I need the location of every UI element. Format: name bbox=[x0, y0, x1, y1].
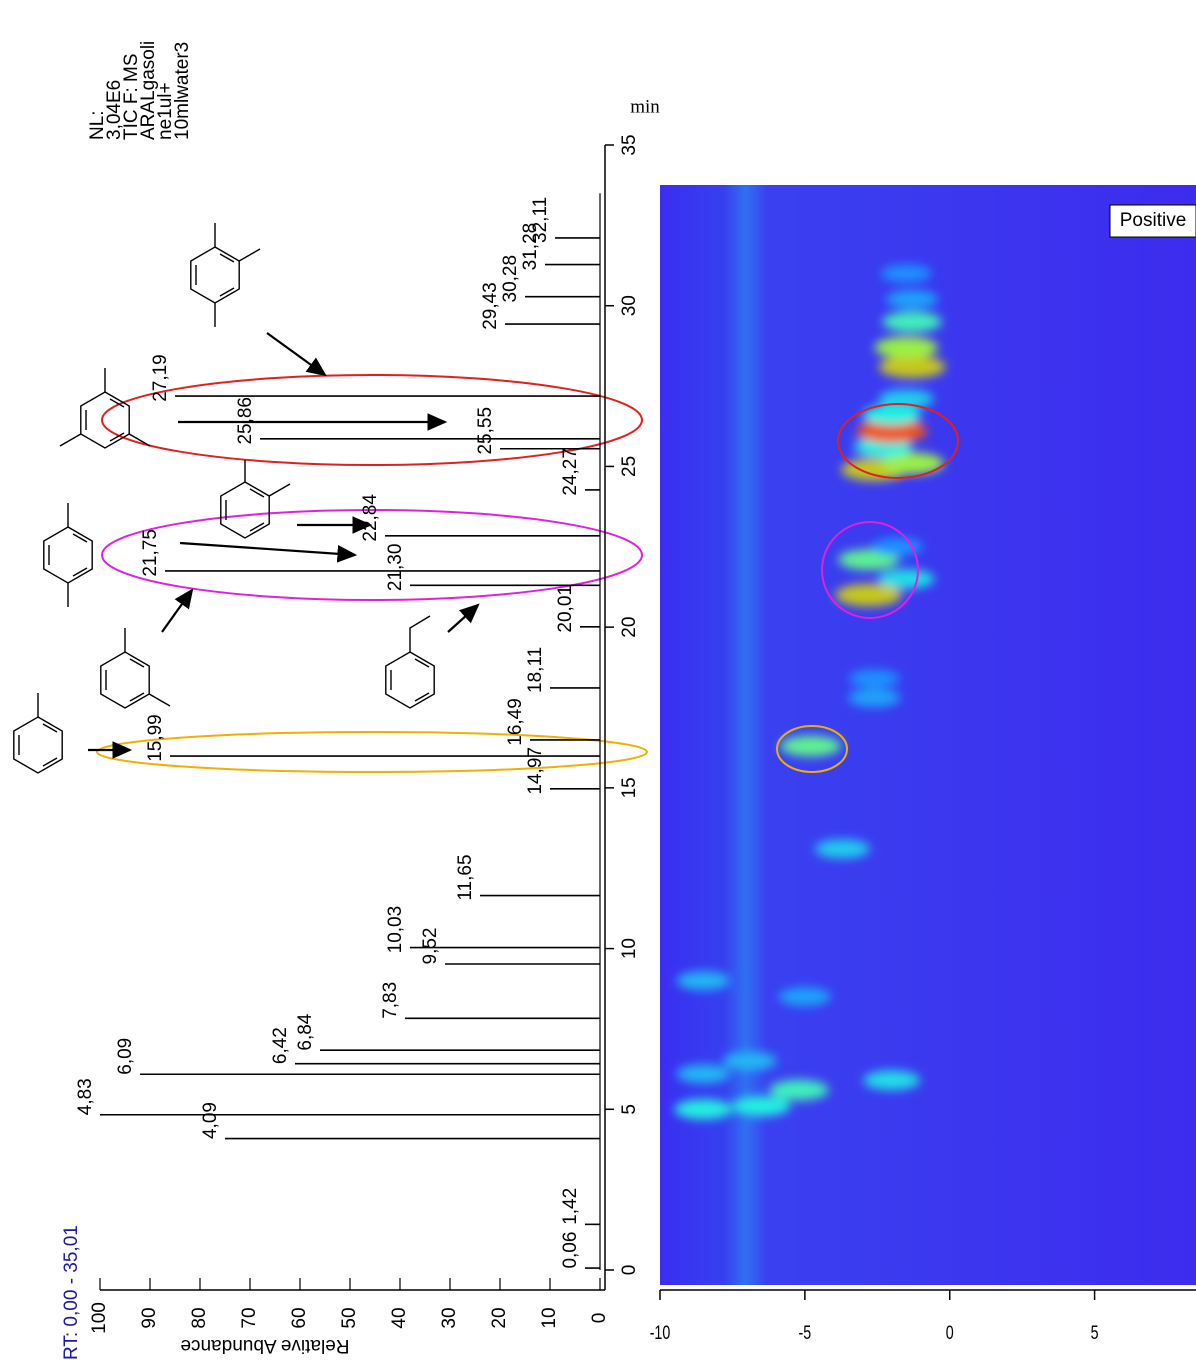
header: NL: 3,04E6 TIC F: MS ARALgasoli ne1ul+ 1… bbox=[87, 41, 193, 140]
tick-label: 60 bbox=[289, 1307, 310, 1328]
spot bbox=[723, 1052, 777, 1071]
peak-label: 14,97 bbox=[525, 747, 546, 795]
tick-label: 0 bbox=[589, 1313, 610, 1324]
peak-label: 11,65 bbox=[455, 854, 476, 900]
tick-label: 30 bbox=[439, 1307, 460, 1328]
peak-label: 27,19 bbox=[150, 354, 171, 402]
annotation: Positive bbox=[1120, 210, 1187, 231]
spot bbox=[677, 971, 731, 990]
spot bbox=[732, 1096, 790, 1116]
peak-label: 6,84 bbox=[295, 1013, 316, 1050]
tick-label: 50 bbox=[339, 1307, 360, 1328]
tick-label: 35 bbox=[619, 134, 640, 155]
tick-label: 0 bbox=[946, 1322, 954, 1343]
peak-label: 29,43 bbox=[480, 282, 501, 330]
peak-label: 1,42 bbox=[560, 1188, 581, 1225]
spot bbox=[882, 312, 941, 332]
header-line: 10mlwater3 bbox=[172, 42, 193, 140]
spot bbox=[881, 265, 932, 283]
tick-label: -10 bbox=[650, 1322, 671, 1343]
trimethylbenzene bbox=[191, 223, 260, 327]
spot bbox=[879, 356, 945, 378]
tick-label: 10 bbox=[539, 1307, 560, 1328]
peak-label: 22,84 bbox=[360, 494, 381, 542]
tick-label: 20 bbox=[489, 1307, 510, 1328]
spot bbox=[780, 736, 841, 757]
spot bbox=[879, 389, 934, 408]
peak-label: 7,83 bbox=[380, 982, 401, 1019]
m-xylene bbox=[101, 628, 170, 708]
spot bbox=[848, 689, 900, 707]
ethylbenzene bbox=[386, 616, 434, 708]
spot bbox=[674, 1099, 732, 1119]
peak-label: 30,28 bbox=[500, 255, 521, 303]
arrow bbox=[267, 333, 325, 375]
peak-label: 21,30 bbox=[385, 544, 406, 592]
peak-label: 6,09 bbox=[115, 1038, 136, 1075]
tick-label: -5 bbox=[799, 1322, 812, 1343]
peak-label: 0,06 bbox=[560, 1232, 581, 1269]
peak-label: 20,01 bbox=[555, 585, 576, 633]
tick-label: 70 bbox=[239, 1307, 260, 1328]
tick-label: 20 bbox=[619, 617, 640, 638]
peak-label: 18,11 bbox=[525, 647, 546, 693]
tick-label: 40 bbox=[389, 1307, 410, 1328]
peak-label: 21,75 bbox=[140, 529, 161, 577]
o-xylene bbox=[221, 460, 290, 538]
tick-label: 10 bbox=[619, 938, 640, 959]
tick-label: 5 bbox=[619, 1104, 640, 1115]
tick-label: 90 bbox=[139, 1307, 160, 1328]
peak-label: 9,52 bbox=[420, 928, 441, 965]
chart-title: RT: 0,00 - 35,01 bbox=[61, 1225, 82, 1360]
toluene bbox=[14, 693, 62, 773]
spot bbox=[769, 1080, 828, 1100]
arrow bbox=[448, 605, 478, 632]
arrow bbox=[162, 590, 192, 632]
chart: NL: 3,04E6 TIC F: MS ARALgasoli ne1ul+ 1… bbox=[0, 0, 1196, 1363]
spot bbox=[677, 1065, 731, 1084]
spot bbox=[779, 988, 831, 1006]
peak-label: 10,03 bbox=[385, 906, 406, 954]
spot bbox=[863, 1071, 920, 1091]
peak-label: 15,99 bbox=[145, 714, 166, 762]
x-axis-label: min bbox=[630, 96, 660, 117]
tick-label: 0 bbox=[619, 1265, 640, 1276]
peak-label: 4,83 bbox=[75, 1078, 96, 1115]
peak-label: 25,55 bbox=[475, 407, 496, 455]
spot bbox=[878, 569, 935, 589]
spot bbox=[886, 290, 938, 308]
spot bbox=[874, 337, 938, 359]
spot bbox=[815, 839, 870, 858]
peak-label: 4,09 bbox=[200, 1102, 221, 1139]
spot bbox=[849, 670, 900, 688]
tick-label: 30 bbox=[619, 295, 640, 316]
tick-label: 5 bbox=[1091, 1322, 1099, 1343]
mesitylene bbox=[60, 368, 150, 448]
peak-label: 16,49 bbox=[505, 698, 526, 746]
tick-label: 15 bbox=[619, 777, 640, 798]
peak-label: 25,86 bbox=[235, 397, 256, 445]
p-xylene bbox=[44, 503, 92, 607]
tick-label: 80 bbox=[189, 1307, 210, 1328]
arrow bbox=[180, 543, 355, 555]
tick-label: 100 bbox=[89, 1302, 110, 1334]
tick-label: 25 bbox=[619, 456, 640, 477]
highlight-ellipse bbox=[97, 732, 647, 772]
peak-label: 6,42 bbox=[270, 1027, 291, 1064]
peak-label: 32,11 bbox=[530, 197, 551, 243]
y-axis-label: Relative Abundance bbox=[180, 1335, 349, 1356]
peak-label: 24,27 bbox=[560, 448, 581, 496]
